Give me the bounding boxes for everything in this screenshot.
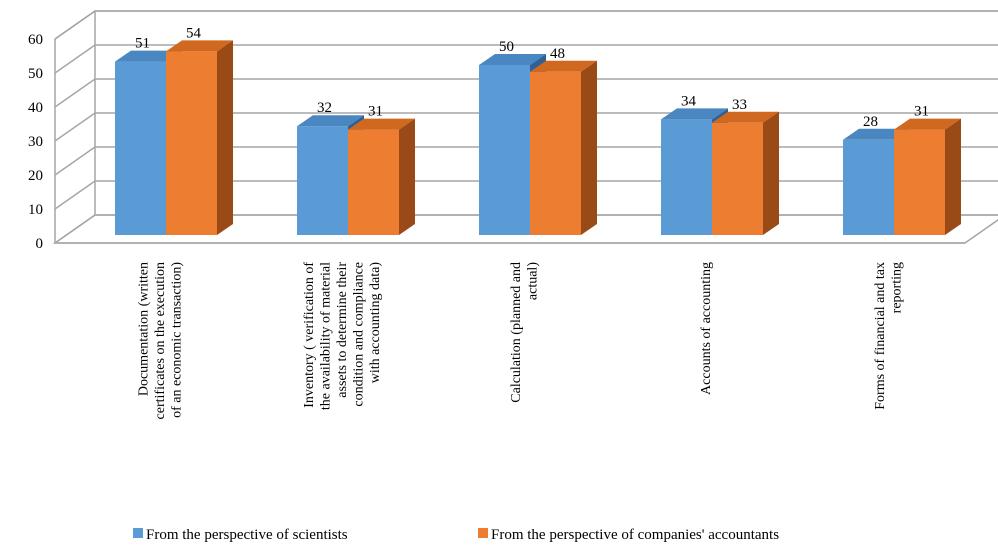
bar-front <box>166 51 217 236</box>
category-label-group: Forms of financial and tax reporting <box>873 262 905 410</box>
bar-side <box>763 111 779 235</box>
category-label-line: certificates on the execution <box>153 262 168 419</box>
data-label: 48 <box>550 46 565 62</box>
category-label-line: Documentation (written <box>137 262 152 396</box>
category-label-line: reporting <box>889 262 904 313</box>
category-label-group: Calculation (planned and actual) <box>509 262 541 403</box>
bars <box>115 40 961 236</box>
bar-side <box>945 118 961 235</box>
category-label-group: Accounts of accounting <box>699 262 714 395</box>
category-labels: Documentation (written certificates on th… <box>137 262 905 420</box>
gridlines <box>52 10 998 244</box>
gridline <box>54 10 998 40</box>
bar-side <box>217 40 233 236</box>
bar-top <box>479 54 546 65</box>
data-label: 54 <box>186 25 202 41</box>
bar-top <box>530 60 597 72</box>
bar-top <box>348 118 415 130</box>
bar-front <box>479 65 530 235</box>
bar-top <box>115 50 182 62</box>
category-label-group: Documentation (written certificates on th… <box>137 262 185 420</box>
bar-top <box>894 118 961 130</box>
gridline <box>54 44 998 74</box>
data-label: 34 <box>681 93 697 109</box>
y-tick-label: 20 <box>28 168 43 184</box>
y-tick-label: 10 <box>28 202 43 218</box>
bar-front <box>843 139 894 235</box>
category-label-line: Calculation (planned and <box>509 262 524 403</box>
y-tick-label: 60 <box>28 32 43 48</box>
category-label-line: assets to determine their <box>335 262 350 398</box>
category-label-line: Inventory ( verification of <box>302 262 317 408</box>
bar-side <box>399 118 415 235</box>
bar-top <box>297 115 364 127</box>
category-label-line: actual) <box>525 262 540 300</box>
y-axis-ticks: 0 10 20 30 40 50 60 <box>28 32 43 252</box>
bar-front <box>348 129 399 235</box>
y-tick-label: 40 <box>28 100 43 116</box>
bar-top <box>166 40 233 52</box>
y-tick-label: 50 <box>28 66 43 82</box>
legend-swatch <box>478 528 488 538</box>
bar-front <box>297 126 348 235</box>
legend-label: From the perspective of companies' accou… <box>491 527 779 543</box>
data-label: 31 <box>368 104 383 120</box>
bar-front <box>894 129 945 235</box>
data-label: 51 <box>135 36 150 52</box>
legend-swatch <box>133 528 143 538</box>
category-label-line: condition and compliance <box>352 262 367 407</box>
bar-top <box>712 111 779 123</box>
legend-label: From the perspective of scientists <box>146 527 348 543</box>
category-label-line: Forms of financial and tax <box>873 262 888 410</box>
bar-front <box>530 71 581 235</box>
legend: From the perspective of scientists From t… <box>133 527 779 543</box>
category-label-line: of an economic transaction) <box>170 262 185 418</box>
category-label-line: Accounts of accounting <box>699 262 714 395</box>
data-labels: 51 54 32 31 50 48 34 33 28 31 <box>135 25 929 129</box>
data-label: 32 <box>317 100 332 116</box>
category-label-line: with accounting data) <box>368 262 383 384</box>
bar-front <box>661 119 712 235</box>
bar-side <box>581 60 597 235</box>
data-label: 50 <box>499 39 514 55</box>
category-label-group: Inventory ( verification of the availabil… <box>302 262 383 410</box>
y-tick-label: 30 <box>28 134 43 150</box>
bar-top <box>843 128 910 140</box>
bar-top <box>661 108 728 120</box>
data-label: 28 <box>863 114 878 130</box>
gridline <box>54 78 998 108</box>
data-label: 31 <box>914 104 929 120</box>
y-tick-label: 0 <box>36 236 44 252</box>
bar-front <box>712 122 763 235</box>
category-label-line: the availability of material <box>319 262 334 410</box>
data-label: 33 <box>732 97 747 113</box>
bar-front <box>115 61 166 235</box>
